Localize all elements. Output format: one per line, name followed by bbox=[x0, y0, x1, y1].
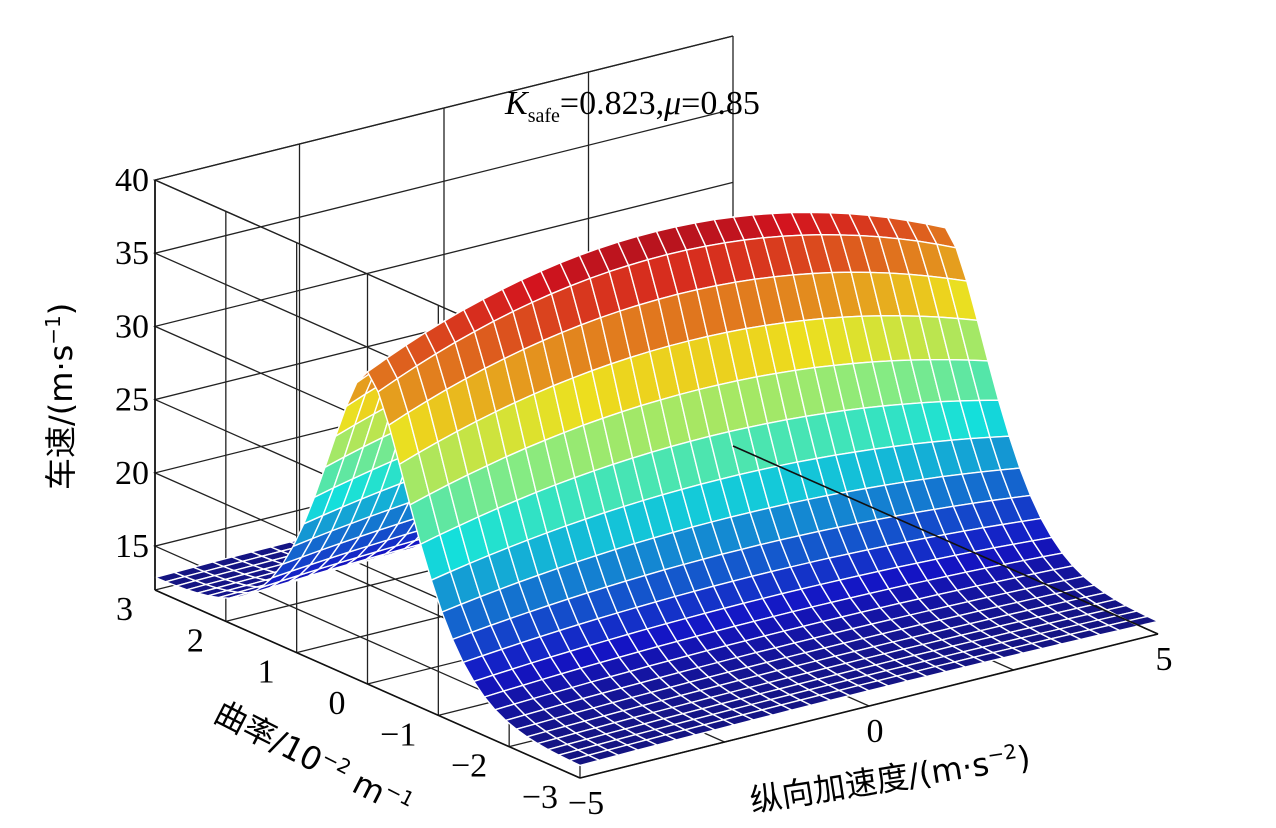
y-tick-label: −2 bbox=[451, 748, 487, 785]
axes-box bbox=[154, 180, 1159, 779]
tick-labels: 15 20 25 30 35 40 3 2 1 0 −1 −2 −3 −5 0 5 bbox=[115, 162, 1173, 822]
x-axis-label: 纵向加速度/(m·s−2) bbox=[747, 737, 1033, 820]
x-tick-label: −5 bbox=[568, 785, 604, 822]
x-tick-label: 5 bbox=[1156, 641, 1173, 678]
z-tick-label: 40 bbox=[115, 162, 149, 199]
y-tick-label: 1 bbox=[258, 654, 275, 691]
z-tick-label: 35 bbox=[115, 235, 149, 272]
z-tick-label: 25 bbox=[115, 382, 149, 419]
y-tick-label: −1 bbox=[380, 716, 416, 753]
y-axis-label: 曲率/10−2 m−1 bbox=[208, 692, 418, 825]
y-tick-label: 3 bbox=[116, 591, 133, 628]
x-tick-label: 0 bbox=[867, 713, 884, 750]
z-tick-label: 15 bbox=[115, 528, 149, 565]
y-tick-label: 0 bbox=[329, 685, 346, 722]
z-axis-label: 车速/(m·s−1) bbox=[41, 303, 80, 490]
y-tick-label: −3 bbox=[522, 779, 558, 816]
z-tick-label: 30 bbox=[115, 308, 149, 345]
surface-mesh bbox=[154, 211, 1159, 767]
y-tick-label: 2 bbox=[187, 622, 204, 659]
z-tick-label: 20 bbox=[115, 455, 149, 492]
annotation-k-safe: Ksafe=0.823,μ=0.85 bbox=[504, 85, 760, 127]
